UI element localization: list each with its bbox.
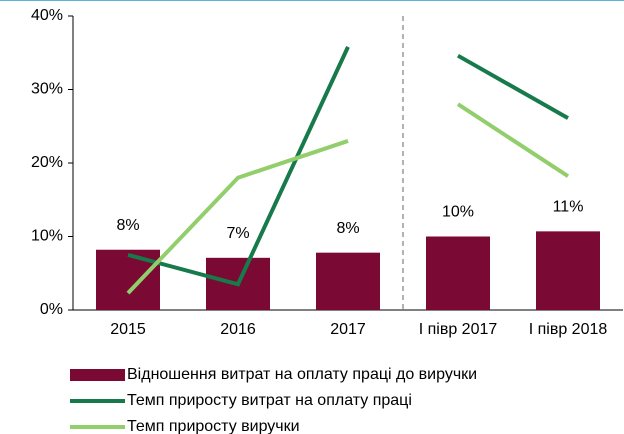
bar	[316, 252, 380, 310]
line	[126, 139, 349, 295]
line	[457, 53, 569, 120]
bar	[426, 236, 490, 310]
line	[456, 102, 570, 178]
bar	[96, 249, 160, 310]
x-tick-label: 2017	[330, 321, 366, 338]
legend-label: Темп приросту виручки	[127, 418, 300, 434]
legend-label: Темп приросту витрат на оплату праці	[127, 392, 412, 409]
data-label: 8%	[336, 220, 359, 237]
legend-swatch	[70, 369, 125, 381]
x-tick-label: I півр 2018	[529, 321, 608, 338]
bar	[536, 231, 600, 310]
x-tick-label: I півр 2017	[419, 321, 498, 338]
data-label: 8%	[116, 217, 139, 234]
data-label: 10%	[442, 204, 474, 221]
data-label: 7%	[226, 225, 249, 242]
x-tick-label: 2016	[220, 321, 256, 338]
x-tick-label: 2015	[110, 321, 146, 338]
line	[127, 46, 350, 287]
y-tick-label: 40%	[31, 7, 63, 24]
y-tick-label: 20%	[31, 154, 63, 171]
y-tick-label: 0%	[40, 301, 63, 318]
legend-label: Відношення витрат на оплату праці до вир…	[127, 366, 477, 383]
y-tick-label: 10%	[31, 228, 63, 245]
y-tick-label: 30%	[31, 81, 63, 98]
data-label: 11%	[553, 199, 584, 216]
